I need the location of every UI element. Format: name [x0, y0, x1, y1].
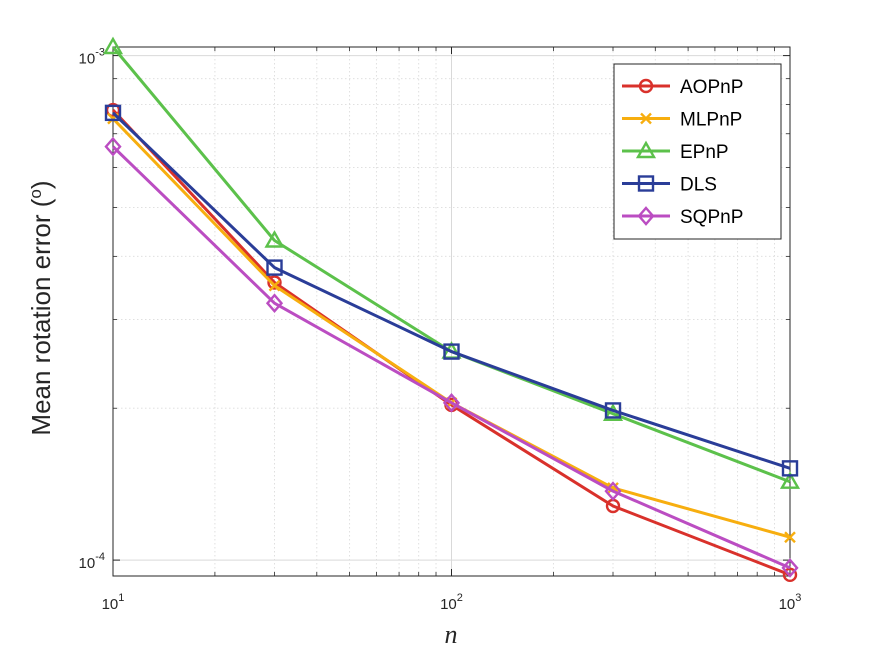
dls-point: [443, 343, 460, 360]
y-axis-label-unit-open: (: [26, 198, 56, 207]
dls-point: [604, 402, 622, 419]
legend-item-mlpnp: MLPnP: [622, 110, 742, 131]
y-axis-label-text: Mean rotation error: [26, 214, 56, 435]
legend-item-dls: DLS: [622, 175, 717, 196]
y-tick-label-exponent: -4: [95, 551, 105, 563]
sqpnp-point: [265, 293, 284, 314]
epnp-point: [779, 471, 801, 489]
sqpnp-point: [442, 392, 461, 413]
y-tick-label-base: 10: [79, 555, 96, 572]
sqpnp-point: [604, 481, 622, 501]
sqpnp-point: [781, 558, 799, 578]
dls-point: [266, 259, 283, 276]
y-axis-label-unit-close: ): [26, 180, 56, 189]
legend: AOPnP MLPnP EPnP DLS SQPnP: [613, 63, 782, 240]
legend-marker-mlpnp: [640, 112, 652, 125]
x-tick-label-exponent: 2: [457, 592, 463, 604]
y-tick-label: 10-4: [79, 551, 105, 572]
mlpnp-point: [268, 279, 281, 292]
series-sqpnp: [104, 136, 799, 578]
legend-marker-sqpnp: [637, 206, 655, 226]
legend-label-epnp: EPnP: [680, 142, 729, 163]
series-layer: [102, 36, 801, 583]
y-axis-label: Mean rotation error (o): [26, 180, 57, 435]
y-axis-label-unit-sup: o: [26, 189, 45, 198]
sqpnp-point: [104, 136, 122, 157]
legend-label-dls: DLS: [680, 175, 717, 196]
x-tick-label: 102: [440, 592, 463, 613]
dls-point: [781, 460, 799, 477]
y-tick-label-base: 10: [79, 51, 96, 68]
x-tick-label-base: 10: [440, 596, 457, 613]
epnp-point: [264, 230, 285, 248]
mlpnp-point: [784, 531, 796, 544]
legend-marker-dls: [637, 175, 655, 192]
x-tick-label-base: 10: [779, 596, 796, 613]
sqpnp-line: [111, 145, 791, 570]
x-tick-label-exponent: 3: [795, 592, 801, 604]
series-dls: [104, 104, 799, 477]
x-axis-label: n: [445, 620, 458, 649]
x-tick-label-base: 10: [102, 596, 119, 613]
legend-item-epnp: EPnP: [622, 140, 729, 163]
dls-line: [111, 111, 791, 470]
legend-label-aopnp: AOPnP: [680, 77, 743, 98]
x-tick-label: 101: [102, 592, 125, 613]
y-tick-label: 10-3: [79, 47, 105, 68]
y-axis-label-space: [26, 207, 56, 214]
epnp-point: [102, 36, 124, 55]
legend-label-sqpnp: SQPnP: [680, 207, 743, 228]
x-tick-label: 103: [779, 592, 802, 613]
aopnp-point: [782, 567, 798, 583]
legend-marker-epnp: [635, 140, 657, 159]
legend-item-aopnp: AOPnP: [622, 77, 743, 98]
dls-point: [104, 104, 122, 122]
aopnp-line: [111, 109, 791, 577]
legend-label-mlpnp: MLPnP: [680, 110, 742, 131]
y-tick-label-exponent: -3: [95, 47, 105, 59]
legend-marker-aopnp: [638, 78, 654, 94]
aopnp-point: [267, 275, 282, 290]
x-tick-label-exponent: 1: [118, 592, 124, 604]
legend-item-sqpnp: SQPnP: [622, 206, 743, 228]
